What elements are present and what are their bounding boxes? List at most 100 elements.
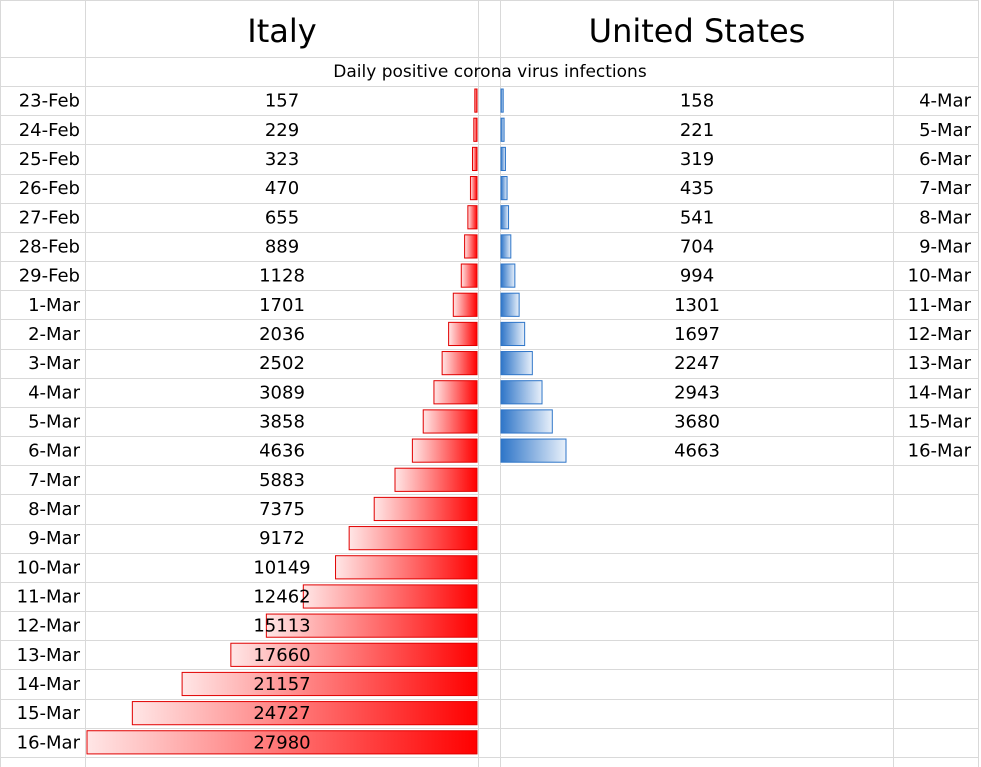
us-bar [500, 351, 533, 376]
value-cell: 17660 [253, 645, 310, 666]
value-cell: 229 [265, 120, 299, 141]
italy-bar [394, 467, 478, 492]
value-cell: 655 [265, 207, 299, 228]
value-cell: 157 [265, 91, 299, 112]
value-cell: 2943 [674, 382, 720, 403]
value-cell: 10149 [253, 557, 310, 578]
us-bar [500, 176, 508, 201]
value-cell: 9172 [259, 528, 305, 549]
us-bar [500, 234, 512, 259]
date-cell: 26-Feb [19, 178, 80, 199]
us-bar [500, 263, 516, 288]
us-bar [500, 438, 567, 463]
date-cell: 6-Mar [28, 441, 81, 462]
italy-bar [265, 613, 478, 638]
value-cell: 158 [680, 91, 714, 112]
value-cell: 435 [680, 178, 714, 199]
date-cell: 12-Mar [17, 616, 81, 637]
date-cell: 29-Feb [19, 266, 80, 287]
date-cell: 14-Mar [908, 382, 972, 403]
italy-bar [131, 701, 478, 726]
us-bar [500, 321, 526, 347]
date-cell: 5-Mar [919, 120, 972, 141]
date-cell: 8-Mar [28, 499, 81, 520]
italy-bar [464, 234, 478, 259]
date-cell: 28-Feb [19, 236, 80, 257]
italy-bar [181, 671, 478, 697]
us-bar [500, 146, 506, 172]
date-cell: 1-Mar [28, 295, 81, 316]
value-cell: 7375 [259, 499, 305, 520]
date-cell: 11-Mar [17, 586, 81, 607]
value-cell: 21157 [253, 674, 310, 695]
date-cell: 10-Mar [908, 266, 972, 287]
right-title: United States [589, 12, 806, 50]
value-cell: 4636 [259, 441, 305, 462]
value-cell: 4663 [674, 441, 720, 462]
value-cell: 3089 [259, 382, 305, 403]
date-cell: 2-Mar [28, 324, 81, 345]
date-cell: 11-Mar [908, 295, 972, 316]
date-cell: 27-Feb [19, 207, 80, 228]
date-cell: 13-Mar [908, 353, 972, 374]
value-cell: 3680 [674, 411, 720, 432]
value-cell: 12462 [253, 586, 310, 607]
us-bar [500, 117, 505, 142]
date-cell: 25-Feb [19, 149, 80, 170]
date-cell: 15-Mar [908, 411, 972, 432]
value-cell: 27980 [253, 732, 310, 753]
value-cell: 541 [680, 207, 714, 228]
value-cell: 3858 [259, 411, 305, 432]
us-bar [500, 88, 504, 113]
italy-bar [448, 321, 478, 347]
date-cell: 10-Mar [17, 557, 81, 578]
italy-bar [230, 642, 478, 667]
date-cell: 6-Mar [919, 149, 972, 170]
italy-bar [471, 146, 478, 172]
value-cell: 2036 [259, 324, 305, 345]
italy-bar [441, 351, 478, 376]
italy-bar [348, 526, 478, 551]
value-cell: 1701 [259, 295, 305, 316]
value-cell: 994 [680, 266, 714, 287]
us-bar [500, 292, 520, 317]
left-title: Italy [247, 12, 316, 50]
value-cell: 323 [265, 149, 299, 170]
italy-bar [335, 555, 478, 580]
value-cell: 5883 [259, 470, 305, 491]
value-cell: 24727 [253, 703, 310, 724]
us-bar [500, 380, 543, 405]
value-cell: 889 [265, 236, 299, 257]
subtitle: Daily positive corona virus infections [333, 62, 647, 82]
date-cell: 4-Mar [919, 91, 972, 112]
date-cell: 13-Mar [17, 645, 81, 666]
value-cell: 1128 [259, 266, 305, 287]
italy-bar [433, 380, 478, 405]
value-cell: 470 [265, 178, 299, 199]
date-cell: 16-Mar [908, 441, 972, 462]
date-cell: 8-Mar [919, 207, 972, 228]
date-cell: 7-Mar [28, 470, 81, 491]
us-bar [500, 205, 510, 230]
italy-bar [422, 409, 478, 434]
value-cell: 1301 [674, 295, 720, 316]
value-cell: 2247 [674, 353, 720, 374]
italy-bar [474, 88, 478, 113]
date-cell: 12-Mar [908, 324, 972, 345]
value-cell: 15113 [253, 616, 310, 637]
italy-bar [467, 205, 478, 230]
value-cell: 704 [680, 236, 714, 257]
italy-bar [411, 438, 478, 463]
italy-bar [302, 584, 478, 609]
italy-bar [86, 730, 478, 755]
date-cell: 14-Mar [17, 674, 81, 695]
date-cell: 9-Mar [919, 236, 972, 257]
date-cell: 15-Mar [17, 703, 81, 724]
date-cell: 4-Mar [28, 382, 81, 403]
date-cell: 3-Mar [28, 353, 81, 374]
date-cell: 7-Mar [919, 178, 972, 199]
value-cell: 1697 [674, 324, 720, 345]
italy-bar [452, 292, 478, 317]
date-cell: 23-Feb [19, 91, 80, 112]
